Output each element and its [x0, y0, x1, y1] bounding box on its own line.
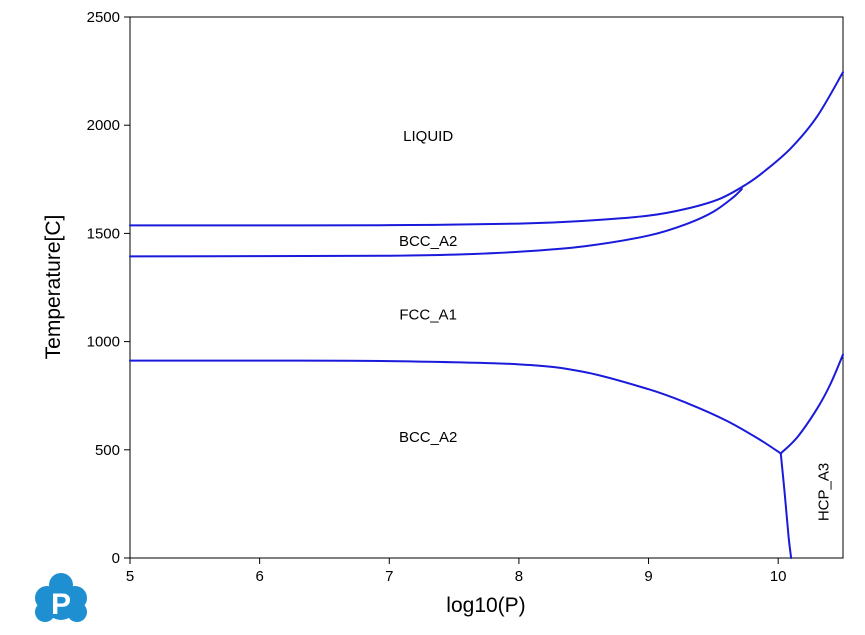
phase-boundary-line-3: [129, 359, 782, 455]
y-tick-label: 2500: [87, 9, 120, 26]
x-axis-title: log10(P): [446, 594, 525, 617]
y-axis-title: Temperature[C]: [42, 215, 65, 360]
phase-boundary-line-4: [779, 353, 844, 455]
phase-boundary-line-1: [129, 71, 844, 227]
y-tick-label: 0: [112, 550, 120, 567]
region-label: BCC_A2: [399, 233, 457, 250]
x-tick-label: 8: [515, 568, 523, 585]
x-tick-label: 9: [644, 568, 652, 585]
y-tick-label: 2000: [87, 117, 120, 134]
x-tick-label: 6: [255, 568, 263, 585]
region-label: BCC_A2: [399, 429, 457, 446]
region-labels: LIQUID BCC_A2 FCC_A1 BCC_A2 HCP_A3: [399, 128, 833, 521]
y-tick-label: 1000: [87, 334, 120, 351]
plot-area-frame: [129, 16, 844, 559]
phase-boundary-line-2: [129, 188, 743, 258]
y-tick-label: 1500: [87, 225, 120, 242]
logo-cloud-icon: [35, 573, 87, 622]
x-tick-label: 5: [126, 568, 134, 585]
logo-letter: P: [51, 588, 71, 621]
region-label: FCC_A1: [399, 307, 457, 324]
region-label: HCP_A3: [816, 463, 833, 521]
y-axis-ticks: 0 500 1000 1500 2000 2500: [87, 9, 130, 567]
phase-boundary-line-5: [779, 452, 793, 559]
region-label: LIQUID: [403, 128, 453, 145]
x-axis-ticks: 5 6 7 8 9 10: [126, 558, 787, 585]
phase-boundaries: [129, 71, 844, 559]
company-logo: P: [35, 573, 87, 622]
x-tick-label: 7: [385, 568, 393, 585]
y-tick-label: 500: [95, 442, 120, 459]
x-tick-label: 10: [770, 568, 787, 585]
